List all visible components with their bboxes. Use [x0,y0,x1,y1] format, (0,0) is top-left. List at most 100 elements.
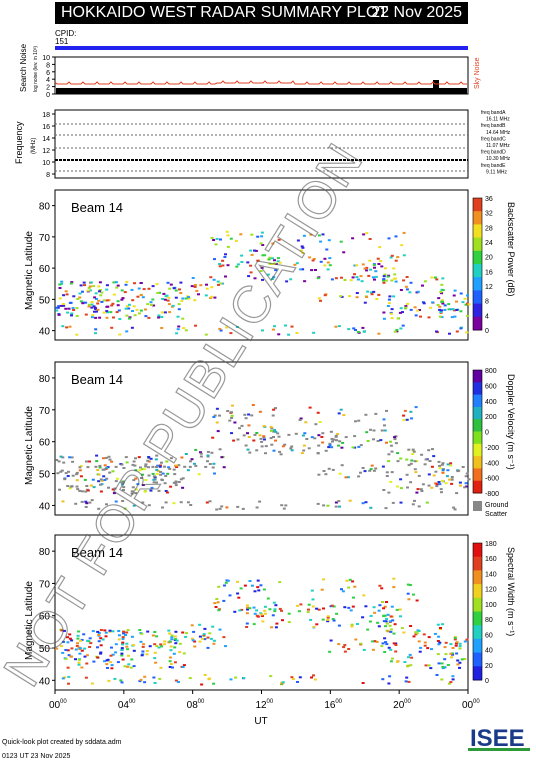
heatmap-cell [155,472,159,475]
x-tick-hour: 04 [118,700,130,711]
heatmap-cell [355,276,359,279]
heatmap-cell [181,317,185,320]
heatmap-cell [242,434,246,437]
heatmap-cell [328,264,332,267]
heatmap-cell [92,486,96,489]
heatmap-cell [215,508,219,511]
heatmap-cell [193,285,197,288]
heatmap-cell [458,484,462,487]
heatmap-cell [114,465,118,468]
heatmap-cell [81,290,84,293]
heatmap-cell [466,294,469,297]
heatmap-cell [249,264,253,267]
heatmap-cell [316,277,320,280]
heatmap-cell [439,488,443,491]
heatmap-cell [145,653,149,656]
heatmap-cell [89,484,93,487]
heatmap-cell [406,592,410,595]
heatmap-cell [447,303,451,306]
heatmap-cell [232,439,236,442]
heatmap-cell [120,298,124,301]
heatmap-cell [273,325,276,328]
heatmap-cell [190,285,194,288]
heatmap-cell [96,630,100,633]
heatmap-cell [396,256,400,259]
heatmap-cell [344,476,348,479]
heatmap-cell [213,258,216,261]
heatmap-cell [154,458,158,461]
heatmap-cell [55,306,59,309]
heatmap-cell [71,307,75,310]
heatmap-cell [184,453,188,455]
heatmap-cell [166,472,170,475]
heatmap-cell [85,662,89,665]
heatmap-cell [137,456,141,459]
heatmap-cell [80,649,84,652]
heatmap-cell [105,477,109,480]
heatmap-cell [419,646,423,649]
heatmap-cell [272,408,276,411]
heatmap-cell [75,307,79,310]
heatmap-cell [438,308,442,311]
heatmap-cell [158,677,162,680]
heatmap-cell [218,265,222,268]
heatmap-cell [114,480,118,483]
heatmap-cell [267,258,271,261]
colorbar-tick-label: 8 [485,299,489,306]
heatmap-cell [161,472,165,475]
heatmap-cell [393,623,397,626]
heatmap-cell [449,462,453,465]
heatmap-cell [191,277,195,279]
noise-ytick-label: 10 [42,55,50,62]
heatmap-cell [84,500,88,503]
heatmap-cell [274,626,278,629]
heatmap-cell [404,680,408,683]
heatmap-cell [253,612,257,615]
heatmap-cell [440,316,444,319]
heatmap-cell [450,478,454,481]
heatmap-cell [458,645,462,648]
heatmap-cell [380,587,384,590]
heatmap-cell [95,454,99,457]
heatmap-cell [139,294,143,296]
heatmap-cell [263,609,267,612]
heatmap-ytick-label: 40 [39,501,51,512]
heatmap-cell [391,657,394,660]
heatmap-cell [127,303,131,306]
heatmap-cell [125,461,129,464]
heatmap-cell [248,451,252,454]
heatmap-cell [181,486,185,489]
heatmap-cell [357,419,361,422]
freq-ytick-label: 16 [42,124,50,131]
heatmap-cell [269,426,273,428]
heatmap-cell [103,464,107,467]
heatmap-cell [421,284,424,287]
heatmap-cell [347,586,351,589]
heatmap-cell [394,235,398,238]
heatmap-cell [70,312,74,315]
heatmap-cell [154,661,158,664]
heatmap-cell [177,303,181,306]
colorbar-label: Spectral Width (m s⁻¹) [506,547,516,636]
heatmap-cell [466,314,470,317]
heatmap-cell [76,637,80,640]
heatmap-cell [395,485,399,488]
freq-band-label: freq bandE [481,163,506,169]
colorbar-tick-label: 80 [485,617,493,624]
colorbar-label: Backscatter Power (dB) [506,202,516,297]
colorbar-tick-label: -400 [485,460,499,467]
heatmap-cell [449,464,453,467]
heatmap-cell [160,311,164,314]
heatmap-cell [143,681,147,684]
heatmap-cell [98,290,101,293]
heatmap-cell [334,325,338,328]
heatmap-cell [121,297,125,300]
heatmap-cell [440,309,444,312]
heatmap-cell [173,646,177,649]
heatmap-cell [114,281,118,284]
heatmap-cell [56,472,60,475]
heatmap-cell [193,462,196,465]
heatmap-cell [300,245,304,248]
heatmap-cell [282,507,286,510]
heatmap-cell [413,468,417,471]
